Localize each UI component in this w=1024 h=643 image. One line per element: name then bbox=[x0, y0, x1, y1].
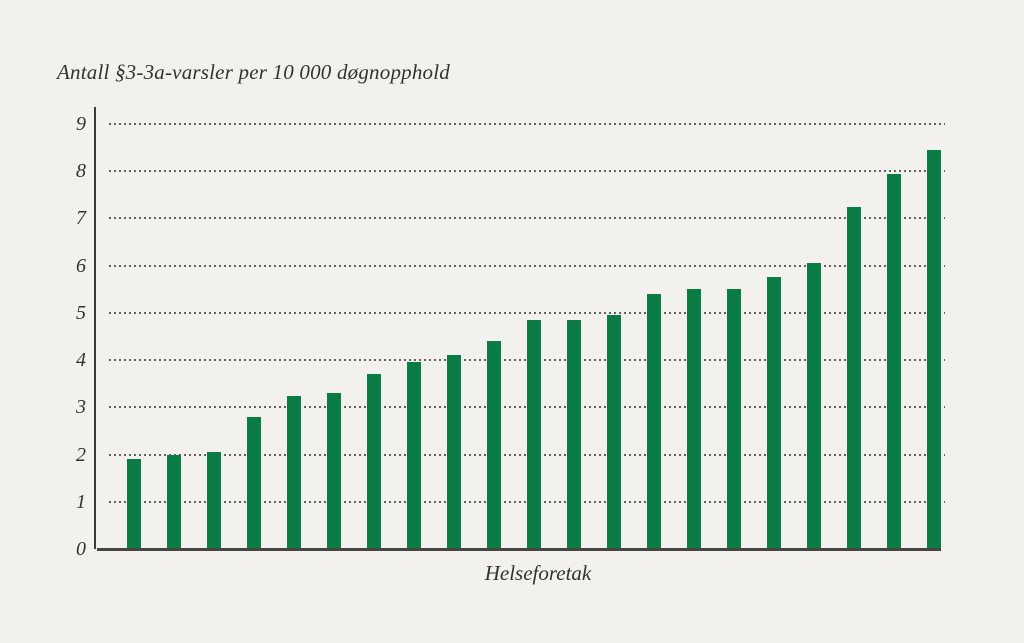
y-tick-label-5: 5 bbox=[76, 301, 86, 324]
gridline-6 bbox=[109, 264, 945, 267]
bar-6 bbox=[327, 393, 341, 549]
y-tick-label-1: 1 bbox=[76, 490, 86, 513]
bar-4 bbox=[247, 417, 261, 549]
y-tick-label-3: 3 bbox=[76, 396, 86, 419]
bar-21 bbox=[927, 150, 941, 549]
bar-20 bbox=[887, 174, 901, 549]
y-tick-label-2: 2 bbox=[76, 443, 86, 466]
x-axis-line bbox=[97, 548, 941, 551]
bar-10 bbox=[487, 341, 501, 549]
bar-7 bbox=[367, 374, 381, 549]
gridline-5 bbox=[109, 311, 945, 314]
y-tick-label-6: 6 bbox=[76, 254, 86, 277]
bar-8 bbox=[407, 362, 421, 549]
bar-5 bbox=[287, 396, 301, 549]
plot-area bbox=[95, 123, 945, 549]
y-tick-label-8: 8 bbox=[76, 160, 86, 183]
bar-19 bbox=[847, 207, 861, 549]
chart-title: Antall §3-3a-varsler per 10 000 døgnopph… bbox=[57, 60, 450, 84]
bar-14 bbox=[647, 294, 661, 549]
y-tick-label-9: 9 bbox=[76, 113, 86, 135]
y-tick-label-0: 0 bbox=[76, 538, 86, 560]
y-tick-label-4: 4 bbox=[76, 349, 86, 372]
x-axis-title: Helseforetak bbox=[484, 561, 592, 585]
gridline-7 bbox=[109, 217, 945, 220]
bar-12 bbox=[567, 320, 581, 549]
bar-11 bbox=[527, 320, 541, 549]
bar-3 bbox=[207, 452, 221, 549]
y-axis-line bbox=[94, 107, 96, 549]
bar-17 bbox=[767, 277, 781, 549]
bar-16 bbox=[727, 289, 741, 549]
bar-15 bbox=[687, 289, 701, 549]
bar-2 bbox=[167, 455, 181, 549]
y-tick-label-7: 7 bbox=[76, 207, 86, 230]
bar-9 bbox=[447, 355, 461, 549]
gridline-8 bbox=[109, 170, 945, 173]
gridline-9 bbox=[109, 123, 945, 125]
bar-18 bbox=[807, 263, 821, 549]
bar-13 bbox=[607, 315, 621, 549]
bar-1 bbox=[127, 459, 141, 549]
